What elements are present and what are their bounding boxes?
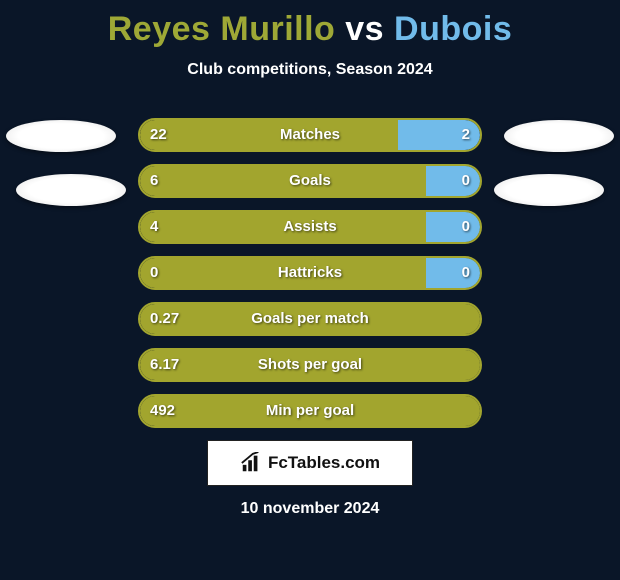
stat-row: 0.27Goals per match: [0, 302, 620, 336]
stat-label: Shots per goal: [0, 348, 620, 382]
stat-rows-container: 222Matches 60Goals 40Assists 00Hattricks 0.2…: [0, 118, 620, 440]
stat-row: 6.17Shots per goal: [0, 348, 620, 382]
stat-label: Hattricks: [0, 256, 620, 290]
vs-separator: vs: [345, 10, 384, 48]
stat-label: Matches: [0, 118, 620, 152]
player1-name: Reyes Murillo: [108, 10, 336, 48]
stat-label: Min per goal: [0, 394, 620, 428]
stat-row: 40Assists: [0, 210, 620, 244]
stat-row: 00Hattricks: [0, 256, 620, 290]
stat-label: Goals per match: [0, 302, 620, 336]
branding-box: FcTables.com: [207, 440, 413, 486]
date-line: 10 november 2024: [0, 500, 620, 518]
stat-row: 492Min per goal: [0, 394, 620, 428]
stat-row: 222Matches: [0, 118, 620, 152]
stat-label: Assists: [0, 210, 620, 244]
branding-text: FcTables.com: [268, 453, 380, 473]
stat-label: Goals: [0, 164, 620, 198]
subtitle: Club competitions, Season 2024: [0, 61, 620, 79]
chart-icon: [240, 452, 262, 474]
player2-name: Dubois: [394, 10, 512, 48]
comparison-title: Reyes Murillo vs Dubois: [0, 0, 620, 49]
stat-row: 60Goals: [0, 164, 620, 198]
